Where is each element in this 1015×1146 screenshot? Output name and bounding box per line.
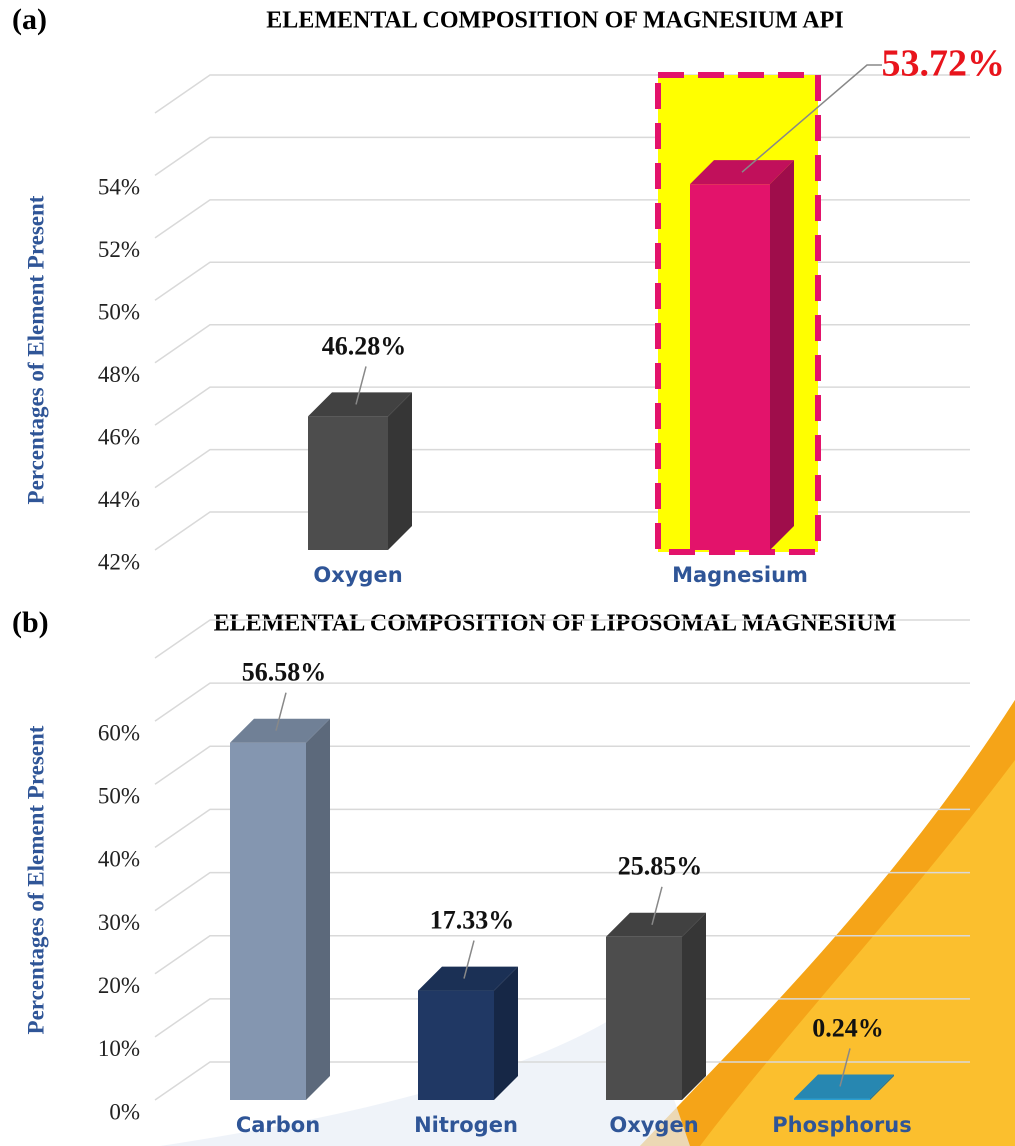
y-tick-label: 48% xyxy=(98,362,140,387)
grid-line xyxy=(154,682,970,722)
x-tick-label: Phosphorus xyxy=(772,1113,911,1137)
y-axis-label: Percentages of Element Present xyxy=(23,725,48,1034)
grid-line xyxy=(154,136,970,177)
y-tick-label: 50% xyxy=(98,784,140,809)
grid-line xyxy=(154,808,970,849)
bar-side xyxy=(770,160,794,550)
grid-line xyxy=(154,745,970,785)
y-tick-label: 0% xyxy=(109,1099,140,1124)
value-label: 53.72% xyxy=(882,43,1006,85)
bar-side xyxy=(870,1074,894,1100)
grid-line xyxy=(154,934,970,975)
grid-line xyxy=(154,998,970,1038)
y-tick-label: 42% xyxy=(98,549,140,574)
grid-line xyxy=(154,619,970,659)
y-tick-label: 60% xyxy=(98,720,140,745)
grid-line xyxy=(154,448,970,489)
y-tick-label: 52% xyxy=(98,237,140,262)
x-tick-label: Magnesium xyxy=(672,563,808,587)
leader-line xyxy=(741,64,882,173)
y-tick-label: 54% xyxy=(98,175,140,200)
leader-line xyxy=(463,940,475,979)
y-tick-label: 50% xyxy=(98,300,140,325)
bar-top xyxy=(606,912,706,937)
chart-title: ELEMENTAL COMPOSITION OF MAGNESIUM API xyxy=(266,8,843,34)
grid-line xyxy=(154,871,970,912)
panel-label: (a) xyxy=(12,3,47,36)
bar-front xyxy=(690,184,770,550)
background-swoosh xyxy=(640,700,1015,1146)
bar-front xyxy=(418,990,494,1100)
leader-line xyxy=(651,886,663,925)
value-label: 46.28% xyxy=(322,331,407,360)
grid-line xyxy=(154,199,970,239)
y-axis-label: Percentages of Element Present xyxy=(23,195,48,504)
bar-front xyxy=(794,1098,870,1100)
y-tick-label: 30% xyxy=(98,910,140,935)
grid-line xyxy=(154,1061,970,1101)
bar-top xyxy=(794,1074,894,1099)
y-tick-label: 20% xyxy=(98,973,140,998)
grid-line xyxy=(154,386,970,426)
x-tick-label: Carbon xyxy=(236,1113,320,1137)
leader-line xyxy=(355,366,367,405)
value-label: 17.33% xyxy=(430,906,515,935)
leader-line xyxy=(839,1048,851,1087)
y-tick-label: 46% xyxy=(98,424,140,449)
grid-line xyxy=(154,261,970,301)
bar-top xyxy=(308,392,412,417)
bar-top xyxy=(230,718,330,743)
value-label: 56.58% xyxy=(242,658,327,687)
x-tick-label: Oxygen xyxy=(609,1113,698,1137)
x-tick-label: Oxygen xyxy=(313,563,402,587)
panel-label: (b) xyxy=(12,606,49,639)
grid-line xyxy=(154,323,970,364)
background-shade xyxy=(160,1000,690,1146)
chart-title: ELEMENTAL COMPOSITION OF LIPOSOMAL MAGNE… xyxy=(214,611,897,637)
bar-front xyxy=(606,936,682,1100)
leader-line xyxy=(275,692,287,731)
bar-side xyxy=(494,966,518,1100)
x-tick-label: Nitrogen xyxy=(414,1113,518,1137)
bar-top xyxy=(418,966,518,991)
y-tick-label: 40% xyxy=(98,847,140,872)
value-label: 25.85% xyxy=(618,852,703,881)
bar-front xyxy=(308,416,388,550)
y-tick-label: 10% xyxy=(98,1036,140,1061)
grid-line xyxy=(154,511,970,551)
bar-front xyxy=(230,742,306,1100)
bar-side xyxy=(306,718,330,1100)
value-label: 0.24% xyxy=(812,1013,884,1042)
bar-side xyxy=(388,392,412,550)
y-tick-label: 44% xyxy=(98,487,140,512)
bar-side xyxy=(682,912,706,1100)
